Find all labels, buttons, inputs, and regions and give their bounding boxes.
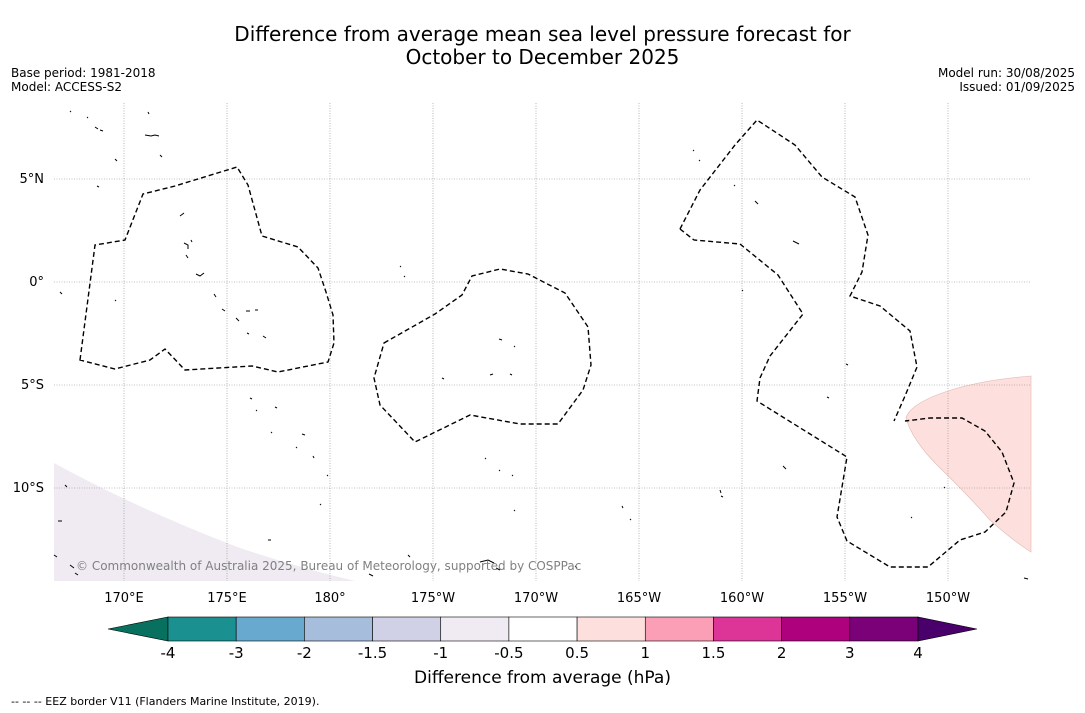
colorbar-swatch bbox=[781, 616, 851, 642]
issued-date: Issued: 01/09/2025 bbox=[959, 80, 1075, 94]
eez-footnote: -- -- -- EEZ border V11 (Flanders Marine… bbox=[11, 695, 320, 708]
eez-borders bbox=[79, 119, 1015, 568]
colorbar-tick-label: -1 bbox=[433, 644, 448, 662]
map-area bbox=[54, 103, 1031, 581]
lat-label: 5°N bbox=[20, 172, 45, 187]
colorbar-tick-label: 0.5 bbox=[565, 644, 589, 662]
eez-border-kiribati-line-south bbox=[679, 228, 1015, 568]
colorbar-tick-label: 4 bbox=[913, 644, 923, 662]
meta-right: Model run: 30/08/2025 Issued: 01/09/2025 bbox=[938, 66, 1075, 94]
lon-label: 150°W bbox=[926, 591, 970, 606]
eez-border-kiribati-phoenix bbox=[373, 268, 592, 443]
lon-labels: 170°E 175°E 180° 175°W 170°W 165°W 160°W… bbox=[104, 591, 970, 606]
colorbar-extend-high bbox=[917, 616, 978, 642]
map-title-line2: October to December 2025 bbox=[405, 45, 680, 69]
lon-label: 180° bbox=[314, 591, 345, 606]
colorbar-swatch bbox=[235, 616, 305, 642]
colorbar-swatch bbox=[576, 616, 646, 642]
colorbar-swatch bbox=[440, 616, 510, 642]
lon-label: 165°W bbox=[617, 591, 661, 606]
lat-label: 0° bbox=[29, 275, 44, 290]
map-title-line1: Difference from average mean sea level p… bbox=[234, 22, 851, 46]
colorbar-tick-label: -0.5 bbox=[494, 644, 523, 662]
colorbar-tick-label: -3 bbox=[229, 644, 244, 662]
colorbar-swatch bbox=[849, 616, 919, 642]
lon-label: 170°E bbox=[104, 591, 144, 606]
colorbar-swatch bbox=[713, 616, 782, 642]
colorbar-label: Difference from average (hPa) bbox=[414, 668, 671, 688]
colorbar-swatch bbox=[304, 616, 373, 642]
model-name: Model: ACCESS-S2 bbox=[11, 80, 123, 94]
lon-label: 170°W bbox=[514, 591, 558, 606]
colorbar-swatch bbox=[644, 616, 714, 642]
lat-label: 5°S bbox=[21, 378, 44, 393]
colorbar: -4 -3 -2 -1.5 -1 -0.5 0.5 1 1.5 2 3 4 bbox=[107, 616, 978, 662]
lon-label: 155°W bbox=[823, 591, 867, 606]
lat-label: 10°S bbox=[13, 481, 44, 496]
colorbar-swatch bbox=[167, 616, 237, 642]
colorbar-tick-label: -2 bbox=[297, 644, 312, 662]
colorbar-tick-label: 3 bbox=[845, 644, 855, 662]
lat-labels: 5°N 0° 5°S 10°S bbox=[13, 172, 44, 496]
colorbar-swatch bbox=[372, 616, 442, 642]
eez-border-kiribati-line bbox=[679, 119, 918, 422]
eez-border-kiribati-gilbert bbox=[79, 166, 335, 373]
meta-left: Base period: 1981-2018 Model: ACCESS-S2 bbox=[11, 66, 156, 94]
colorbar-tick-label: 2 bbox=[777, 644, 787, 662]
colorbar-swatch bbox=[508, 616, 578, 642]
colorbar-extend-low bbox=[107, 616, 169, 642]
colorbar-tick-label: -4 bbox=[161, 644, 176, 662]
colorbar-tick-label: -1.5 bbox=[358, 644, 387, 662]
lon-label: 175°E bbox=[207, 591, 247, 606]
colorbar-tick-label: 1 bbox=[640, 644, 650, 662]
lon-label: 160°W bbox=[720, 591, 764, 606]
islands bbox=[53, 110, 1029, 580]
base-period: Base period: 1981-2018 bbox=[11, 66, 156, 80]
positive-anomaly-east bbox=[905, 375, 1032, 553]
lon-label: 175°W bbox=[411, 591, 455, 606]
negative-anomaly-southwest bbox=[54, 463, 355, 581]
colorbar-tick-label: 1.5 bbox=[702, 644, 726, 662]
model-run: Model run: 30/08/2025 bbox=[937, 66, 1075, 80]
map-credit: © Commonwealth of Australia 2025, Bureau… bbox=[76, 559, 581, 573]
